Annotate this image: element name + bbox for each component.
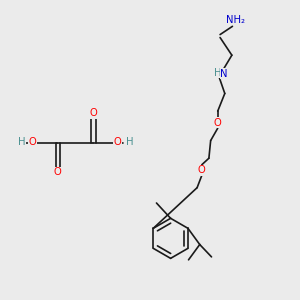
Text: O: O: [29, 137, 37, 147]
Text: NH₂: NH₂: [226, 15, 245, 25]
Text: O: O: [198, 165, 206, 175]
Text: O: O: [54, 167, 62, 177]
Text: O: O: [114, 137, 122, 147]
Text: H: H: [126, 137, 134, 147]
Text: H: H: [18, 137, 26, 147]
Text: O: O: [214, 118, 222, 128]
Text: O: O: [89, 108, 97, 118]
Text: H: H: [214, 68, 222, 78]
Text: N: N: [220, 69, 228, 79]
